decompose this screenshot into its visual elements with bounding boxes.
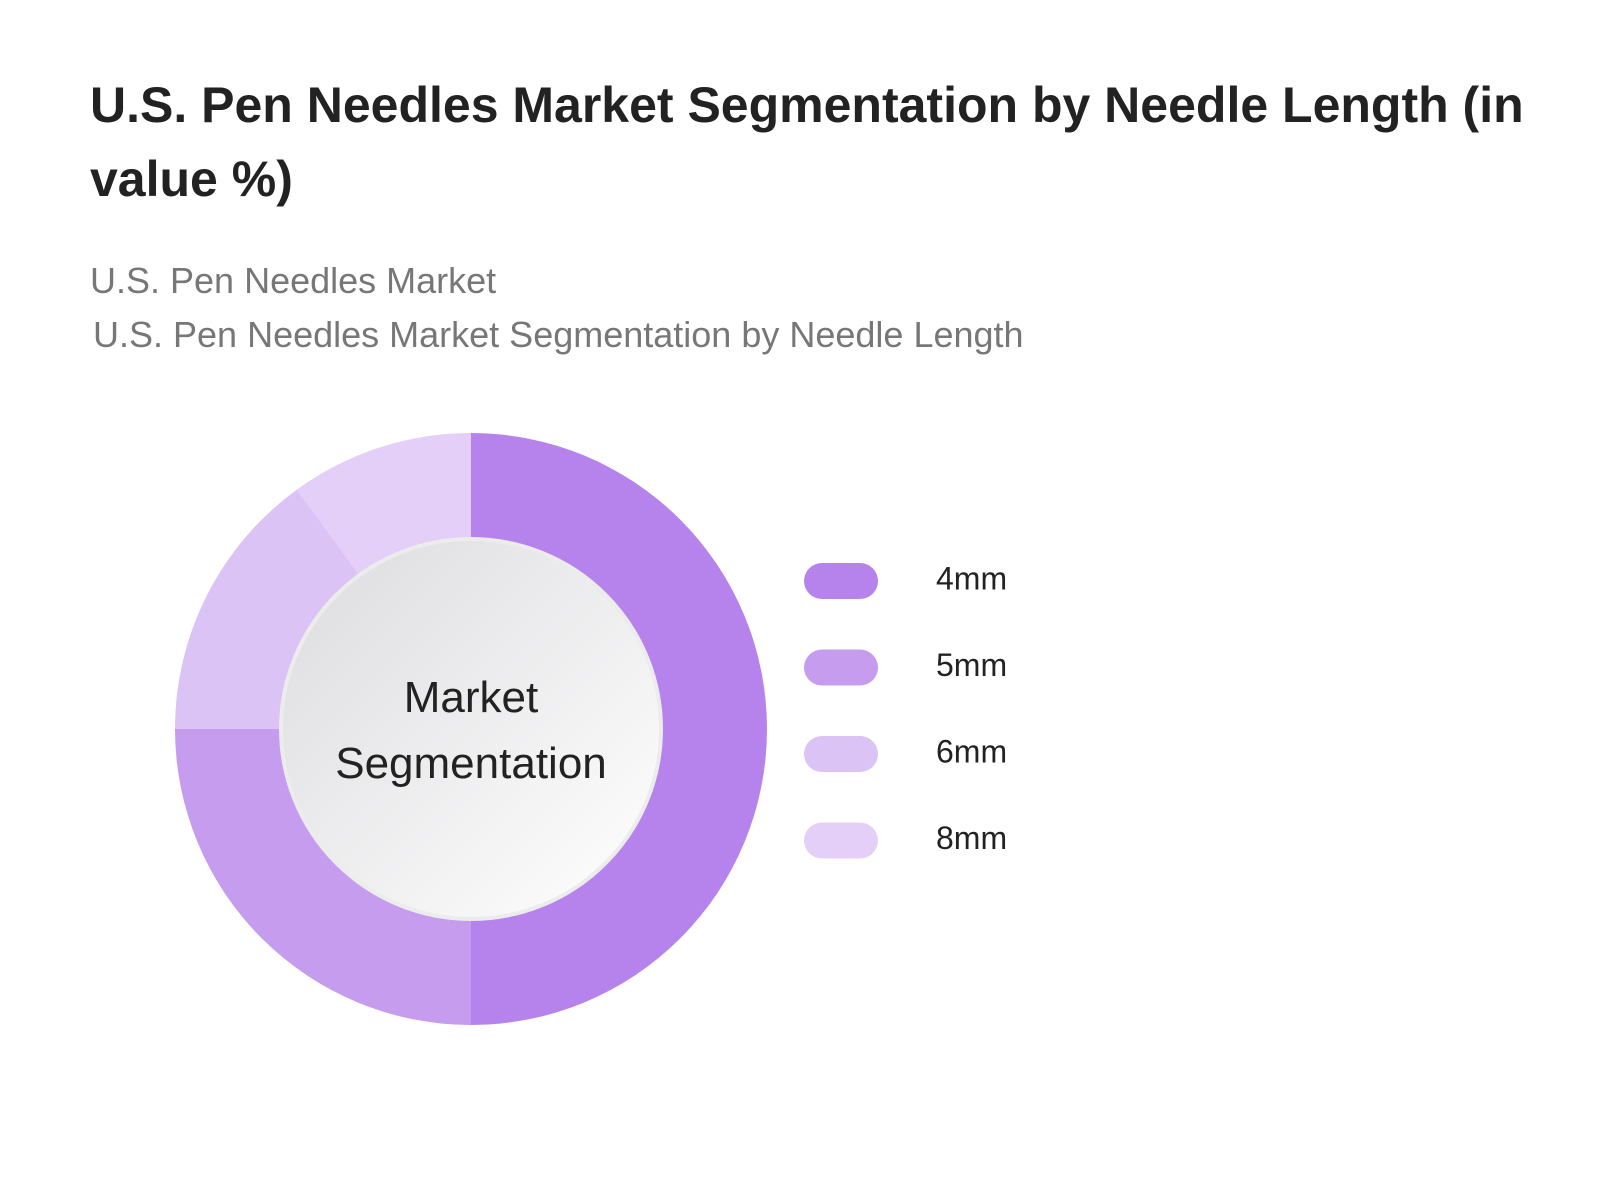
center-label: Market Segmentation (335, 673, 607, 788)
legend-label: 5mm (936, 647, 1007, 683)
legend-swatch (804, 649, 878, 686)
donut-slice (175, 729, 471, 1025)
chart-title: U.S. Pen Needles Market Segmentation by … (90, 77, 1524, 207)
subtitle: U.S. Pen Needles Market (90, 260, 497, 301)
donut (175, 433, 767, 1025)
donut-slice (297, 433, 471, 576)
legend-swatch (804, 822, 878, 859)
legend-swatch (804, 563, 878, 599)
donut-slice (175, 489, 360, 729)
legend-label: 4mm (936, 560, 1007, 596)
legend-label: 8mm (936, 820, 1007, 856)
legend-swatch (804, 736, 878, 772)
legend: 4mm 5mm 6mm 8mm (804, 560, 1007, 859)
donut-slice (471, 433, 767, 1025)
donut-hole (279, 537, 663, 921)
subtitle: U.S. Pen Needles Market Segmentation by … (93, 314, 1024, 355)
legend-label: 6mm (936, 733, 1007, 769)
